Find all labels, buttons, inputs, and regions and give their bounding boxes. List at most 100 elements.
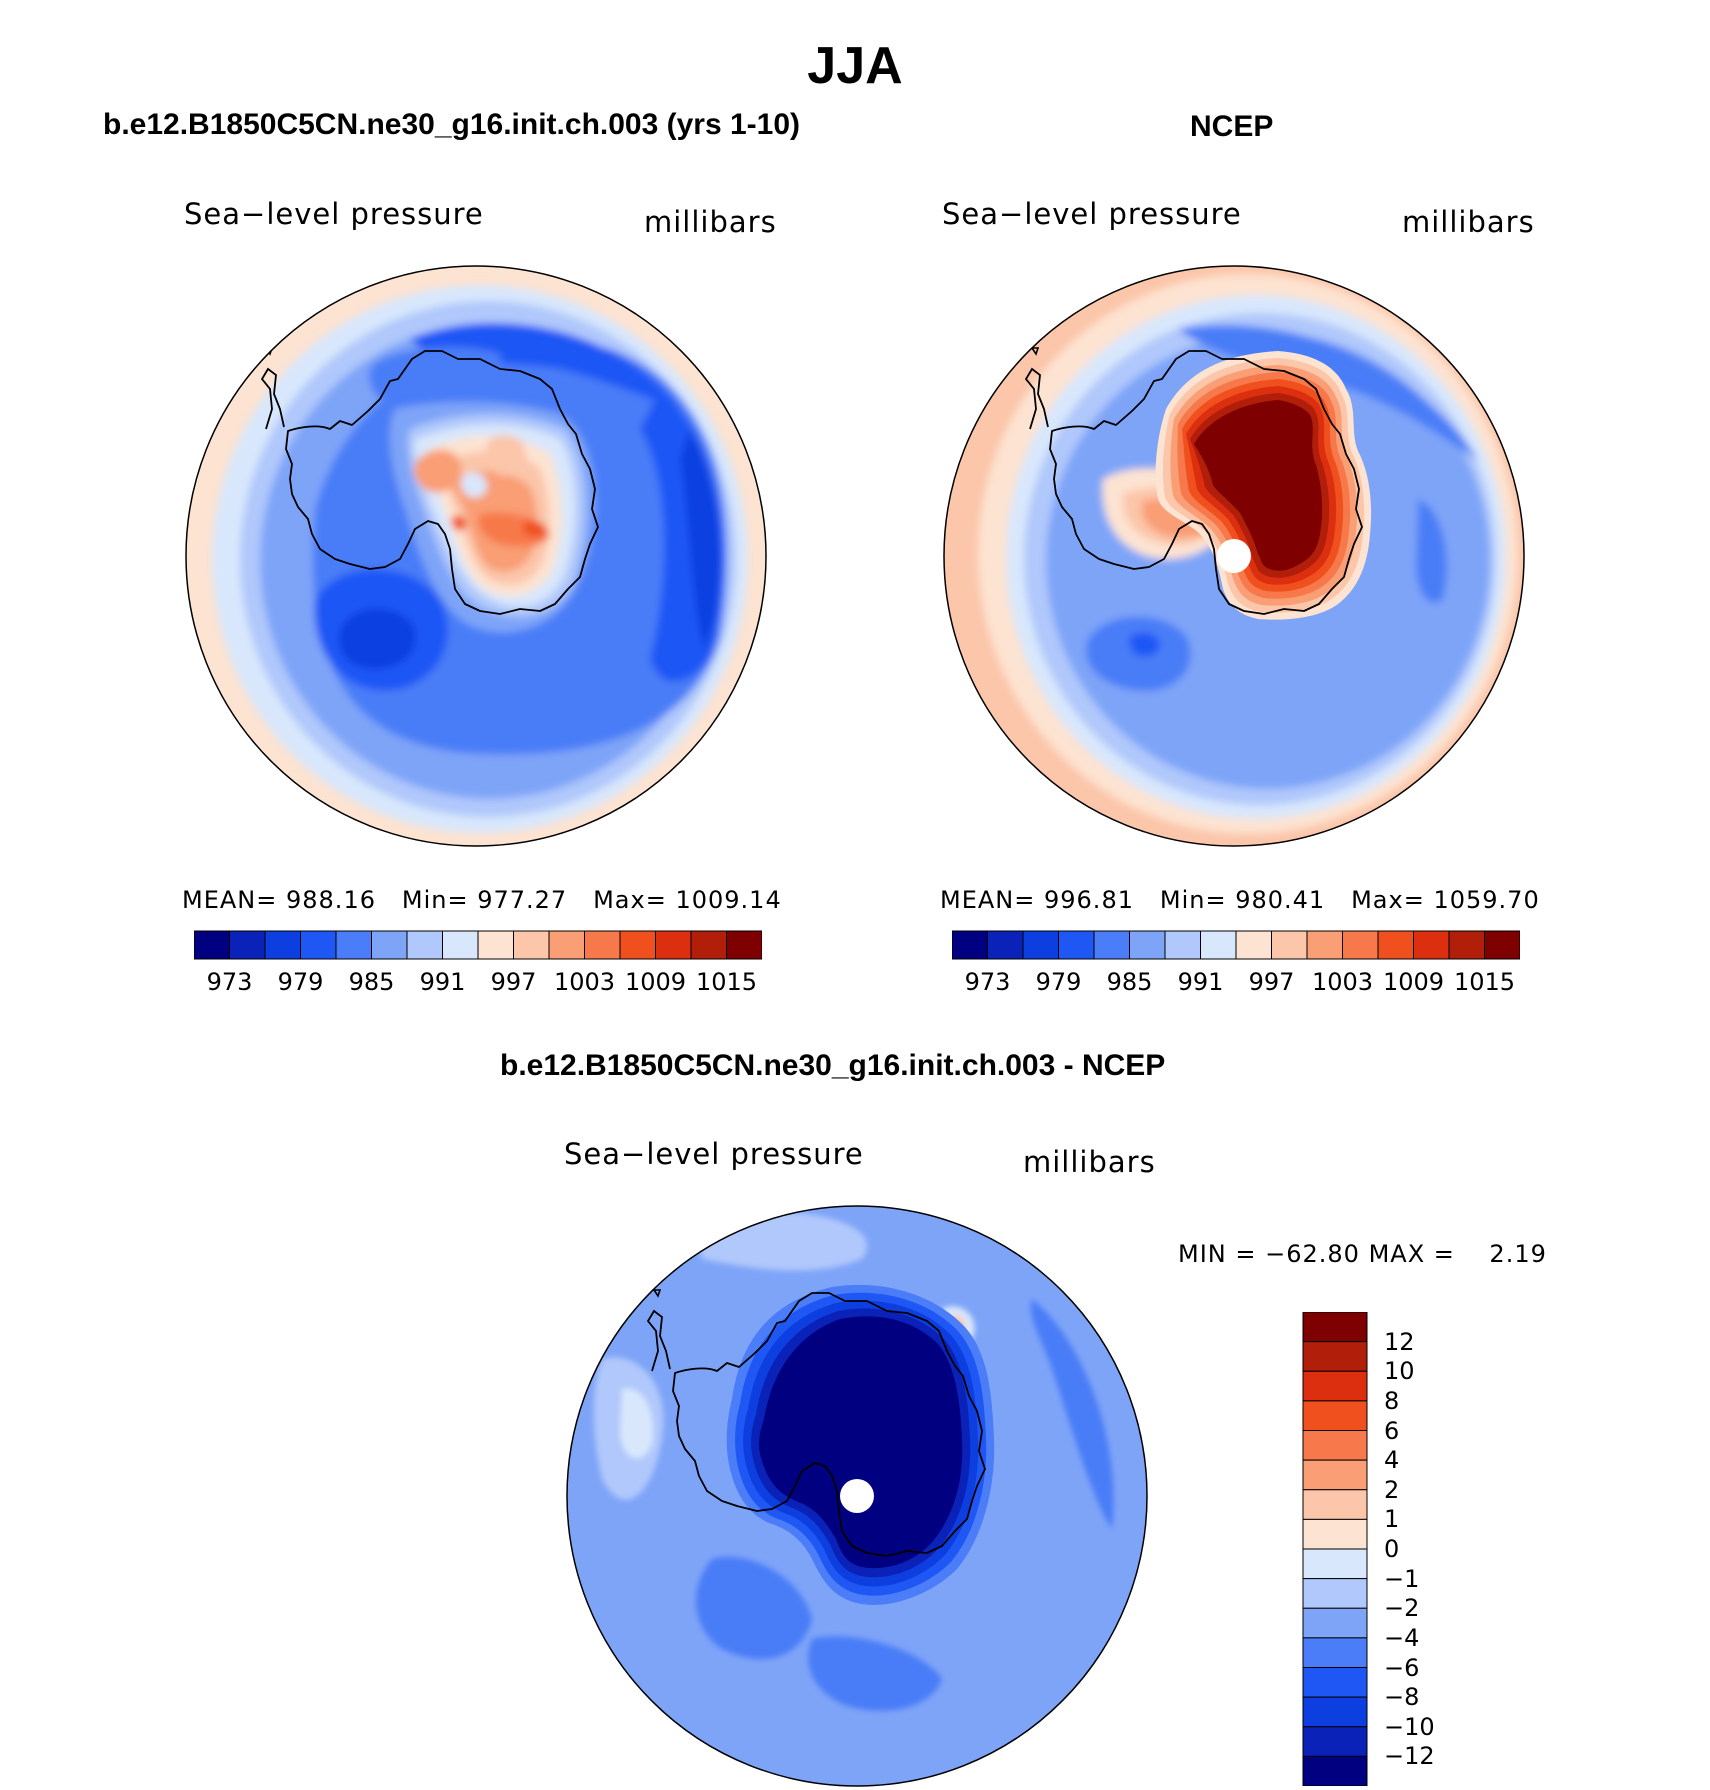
diff-contour-minus12 [759, 1316, 963, 1569]
diff-colorbar-tick-label: −4 [1384, 1623, 1420, 1652]
ncep-colorbar-swatch [1377, 930, 1414, 960]
model-map-boundary [185, 265, 767, 847]
diff-pole-mask [840, 1479, 874, 1513]
ncep-colorbar-swatch [1342, 930, 1379, 960]
model-colorbar-tick-label: 973 [206, 968, 253, 996]
ncep-panel-title: NCEP [1190, 110, 1274, 143]
diff-colorbar-tick-label: −8 [1384, 1683, 1420, 1712]
model-colorbar-swatch [477, 930, 514, 960]
diff-patch-west-core [620, 1388, 653, 1459]
model-colorbar-tick-label: 991 [419, 968, 466, 996]
diff-antarctic-coastline [672, 1292, 986, 1557]
model-panel-title: b.e12.B1850C5CN.ne30_g16.init.ch.003 (yr… [103, 108, 801, 141]
model-max-value: 1009.14 [675, 886, 782, 914]
ncep-min-value: 980.41 [1235, 886, 1326, 914]
diff-variable-label: Sea−level pressure [564, 1137, 864, 1171]
diff-colorbar-ticks: 12 10 8 6 4 2 1 0 −1 −2 −4 −6 −8 −10 −12 [1384, 1312, 1504, 1786]
ncep-colorbar-tick-label: 1015 [1453, 968, 1516, 996]
model-units-label: millibars [644, 205, 777, 239]
diff-colorbar-tick-label: −12 [1384, 1742, 1435, 1771]
diff-patch-south-2 [808, 1636, 942, 1711]
model-slp-map [185, 265, 767, 847]
diff-map-boundary [566, 1205, 1148, 1787]
diff-colorbar-tick-label: 1 [1384, 1505, 1400, 1534]
ncep-colorbar-swatch [1306, 930, 1343, 960]
ncep-peninsula-coastline [1024, 367, 1049, 430]
diff-colorbar-swatch [1302, 1518, 1368, 1550]
model-colorbar-swatch [229, 930, 266, 960]
model-peninsula-coastline [260, 367, 285, 430]
ncep-colorbar-swatch [952, 930, 988, 960]
ncep-colorbar-swatch [1129, 930, 1166, 960]
diff-peninsula-coastline [646, 1309, 671, 1372]
model-colorbar-swatch [442, 930, 479, 960]
model-mean-value: 988.16 [286, 886, 376, 914]
diff-patch-south [695, 1557, 812, 1659]
diff-island [652, 1289, 662, 1298]
ncep-pole-mask [1217, 539, 1251, 573]
diff-colorbar-tick-label: 4 [1384, 1446, 1400, 1475]
ncep-colorbar-swatch [1164, 930, 1201, 960]
model-south-america-tip [189, 408, 199, 431]
diff-colorbar-swatch [1302, 1637, 1368, 1669]
diff-min-value: −62.80 [1265, 1240, 1360, 1268]
figure-title: JJA [807, 37, 903, 95]
ncep-colorbar-swatch [987, 930, 1024, 960]
diff-colorbar-swatch [1302, 1312, 1368, 1343]
ncep-colorbar-swatch [1200, 930, 1237, 960]
model-high-core-2 [451, 515, 467, 531]
model-antarctic-coastline [285, 350, 599, 615]
model-low-amundsen-core [339, 608, 416, 669]
model-low-indian-core [680, 429, 720, 649]
diff-slp-map [566, 1205, 1148, 1787]
model-colorbar-swatch [584, 930, 621, 960]
model-colorbar-swatch [726, 930, 762, 960]
ncep-island [1030, 347, 1040, 356]
ncep-colorbar-swatch [1093, 930, 1130, 960]
model-colorbar-swatch [619, 930, 656, 960]
model-stats: MEAN= 988.16 Min= 977.27 Max= 1009.14 [182, 886, 782, 914]
ncep-south-america-tip [949, 408, 959, 431]
diff-colorbar-swatch [1302, 1370, 1368, 1402]
ncep-colorbar [952, 930, 1520, 960]
diff-colorbar-tick-label: 2 [1384, 1475, 1400, 1504]
model-colorbar-tick-label: 1003 [553, 968, 616, 996]
model-colorbar-swatch [548, 930, 585, 960]
diff-colorbar-swatch [1302, 1430, 1368, 1461]
diff-colorbar-swatch [1302, 1696, 1368, 1728]
ncep-mean-value: 996.81 [1044, 886, 1134, 914]
diff-colorbar-tick-label: 10 [1384, 1357, 1415, 1386]
diff-colorbar-tick-label: 12 [1384, 1327, 1415, 1356]
diff-colorbar-swatch [1302, 1607, 1368, 1639]
model-high-core [523, 520, 547, 537]
ncep-map-boundary [943, 265, 1525, 847]
model-colorbar-tick-label: 1015 [695, 968, 758, 996]
ncep-colorbar-ticks: 973 979 985 991 997 1003 1009 1015 [952, 968, 1520, 998]
model-min-value: 977.27 [477, 886, 568, 914]
model-colorbar-swatch [300, 930, 337, 960]
ncep-colorbar-tick-label: 985 [1106, 968, 1153, 996]
model-colorbar [194, 930, 762, 960]
diff-colorbar-tick-label: −1 [1384, 1564, 1420, 1593]
diff-colorbar-swatch [1302, 1726, 1368, 1757]
ncep-colorbar-swatch [1484, 930, 1520, 960]
ncep-colorbar-swatch [1413, 930, 1450, 960]
model-colorbar-tick-label: 1009 [624, 968, 687, 996]
diff-colorbar-tick-label: −6 [1384, 1653, 1420, 1682]
diff-panel-title: b.e12.B1850C5CN.ne30_g16.init.ch.003 - N… [500, 1049, 1166, 1082]
diff-colorbar-tick-label: −2 [1384, 1594, 1420, 1623]
diff-south-america-tip [571, 1350, 581, 1373]
model-low-pacific [410, 323, 680, 409]
ncep-colorbar-swatch [1448, 930, 1485, 960]
model-colorbar-swatch [513, 930, 550, 960]
ncep-stats: MEAN= 996.81 Min= 980.41 Max= 1059.70 [940, 886, 1540, 914]
ncep-colorbar-tick-label: 973 [964, 968, 1011, 996]
ncep-low-indian [1416, 499, 1447, 603]
ncep-max-value: 1059.70 [1433, 886, 1540, 914]
diff-colorbar-swatch [1302, 1578, 1368, 1609]
model-colorbar-swatch [371, 930, 408, 960]
diff-colorbar-swatch [1302, 1489, 1368, 1520]
diff-colorbar-swatch [1302, 1341, 1368, 1372]
ncep-colorbar-swatch [1271, 930, 1308, 960]
diff-max-value: 2.19 [1489, 1240, 1547, 1268]
